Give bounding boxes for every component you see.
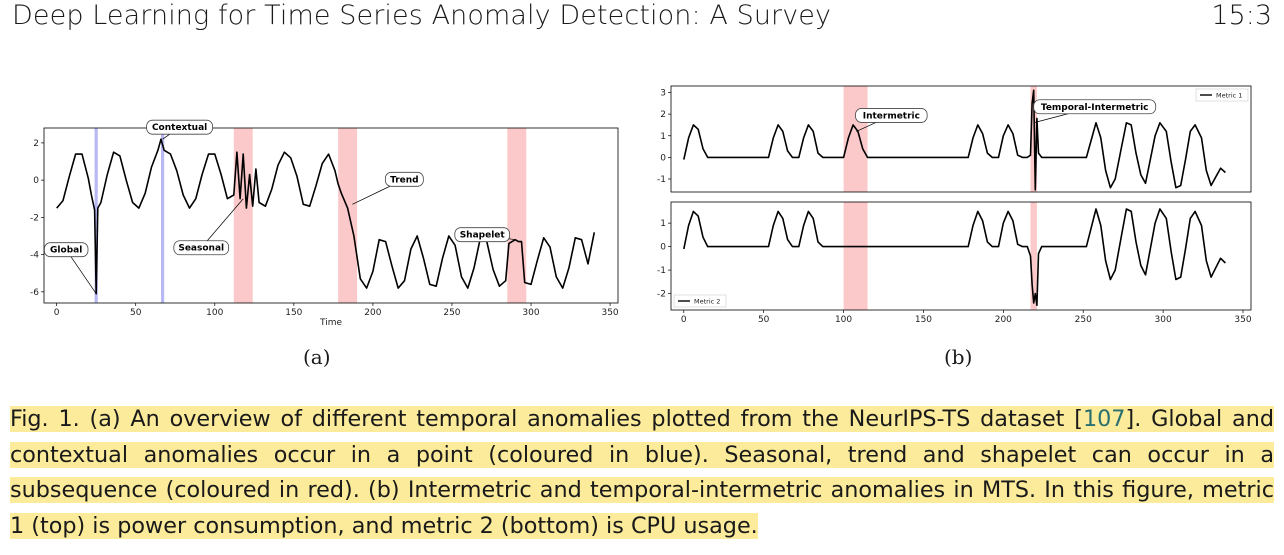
annotation-label: Contextual (152, 123, 207, 133)
subsequence-anomaly-band (507, 128, 527, 303)
caption-text-start: Fig. 1. (a) An overview of different tem… (10, 406, 1083, 432)
x-tick-label: 250 (443, 308, 460, 318)
annotation-box (146, 119, 213, 135)
y-tick-label: 1 (660, 219, 666, 229)
x-tick-label: 150 (285, 308, 302, 318)
subsequence-anomaly-band (843, 202, 868, 310)
x-tick-label: 50 (130, 308, 142, 318)
y-tick-label: -1 (657, 175, 666, 185)
annotation-box (43, 242, 89, 258)
x-tick-label: 350 (601, 308, 618, 318)
figure-a-chart: 2 0 -2 -4 -6 0 50 100 150 200 250 300 350 Time Global C… (30, 119, 619, 328)
legend-label: Metric 1 (1216, 91, 1242, 99)
x-tick-label: 150 (915, 315, 932, 325)
annotation-label: Seasonal (178, 244, 224, 254)
y-tick-label: 2 (660, 110, 666, 120)
series-line (683, 89, 1226, 191)
legend-label: Metric 2 (694, 297, 720, 305)
y-tick-label: -1 (657, 266, 666, 276)
annotation-label: Intermetric (863, 111, 920, 121)
y-tick-label: 0 (660, 243, 666, 253)
caption-reference-link[interactable]: 107 (1082, 406, 1126, 432)
subfigure-a-label: (a) (303, 345, 331, 369)
y-tick-label: 3 (660, 88, 666, 98)
y-tick-label: 0 (33, 176, 39, 186)
y-tick-label: -4 (30, 251, 39, 261)
y-tick-label: -6 (30, 288, 39, 298)
plot-frame (43, 127, 619, 304)
caption-text-end: ]. Global and contextual anomalies occur… (10, 406, 1274, 539)
plot-frame (670, 85, 1252, 193)
subsequence-anomaly-band (1030, 202, 1037, 310)
subsequence-anomaly-band (338, 128, 358, 303)
annotation-label: Trend (390, 175, 419, 185)
running-title: Deep Learning for Time Series Anomaly De… (12, 0, 832, 31)
subfigure-b-label: (b) (944, 345, 973, 369)
x-tick-label: 350 (1234, 315, 1251, 325)
series-line (683, 208, 1226, 307)
annotation-label: Temporal-Intermetric (1041, 103, 1149, 113)
x-tick-label: 50 (758, 315, 770, 325)
series-line (56, 138, 596, 295)
x-tick-label: 200 (995, 315, 1012, 325)
point-anomaly-band (94, 128, 98, 303)
annotation-box (1033, 99, 1157, 115)
x-tick-label: 0 (54, 308, 60, 318)
x-tick-label: 100 (835, 315, 852, 325)
y-tick-label: -2 (657, 290, 666, 300)
subsequence-anomaly-band (843, 86, 868, 192)
x-tick-label: 250 (1075, 315, 1092, 325)
y-tick-label: 2 (33, 139, 39, 149)
figure-caption: Fig. 1. (a) An overview of different tem… (10, 402, 1274, 544)
page-number: 15:3 (1211, 0, 1272, 31)
x-tick-label: 0 (681, 315, 687, 325)
point-anomaly-band (161, 128, 165, 303)
plot-frame (670, 201, 1252, 311)
legend-box (673, 294, 727, 308)
annotation-label: Shapelet (460, 231, 506, 241)
y-tick-label: 1 (660, 132, 666, 142)
annotation-box (855, 108, 928, 123)
annotation-arrow (200, 198, 244, 248)
x-tick-label: 100 (206, 308, 223, 318)
x-tick-label: 300 (1155, 315, 1172, 325)
x-axis-label: Time (319, 318, 342, 328)
y-tick-label: -2 (30, 213, 39, 223)
legend-box (1195, 88, 1249, 102)
annotation-box (384, 171, 424, 187)
x-tick-label: 300 (522, 308, 539, 318)
figure-b-chart: 3 2 1 0 -1 Intermetric Temporal-Intermetric Met… (657, 85, 1252, 325)
annotation-label: Global (50, 246, 82, 256)
annotation-box (173, 240, 230, 256)
annotation-box (454, 227, 511, 243)
x-tick-label: 200 (364, 308, 381, 318)
y-tick-label: 0 (660, 153, 666, 163)
